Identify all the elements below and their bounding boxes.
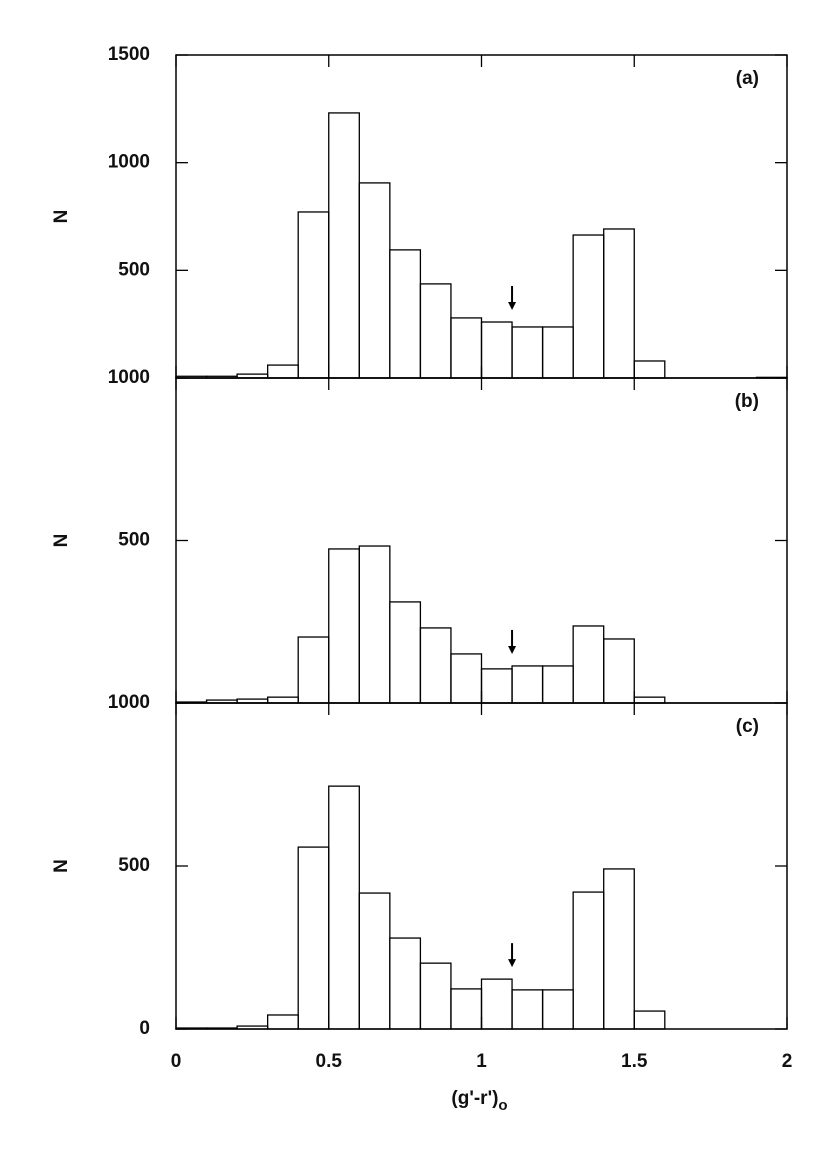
histogram-bar xyxy=(511,989,544,1030)
histogram-bar xyxy=(419,962,452,1030)
y-axis-label: N xyxy=(51,210,72,224)
x-tick-label: 0.5 xyxy=(316,1051,343,1072)
x-tick-label: 1.5 xyxy=(621,1051,648,1072)
histogram-bar xyxy=(572,891,605,1030)
y-tick-label: 500 xyxy=(118,855,150,876)
histogram-bar xyxy=(389,937,422,1030)
panel: 0 500 1000 0 0.5 1 1.5 2 (c) N (g'-r')o xyxy=(51,692,792,1114)
histogram-bar xyxy=(480,668,513,704)
histogram-bar xyxy=(450,317,483,379)
histogram-bar xyxy=(266,364,299,379)
histogram-bar xyxy=(297,636,330,704)
y-tick-label: 0 xyxy=(139,1018,150,1039)
y-tick-label: 500 xyxy=(118,259,150,280)
y-tick-label: 1500 xyxy=(108,44,150,65)
histogram-bar xyxy=(358,892,391,1030)
x-tick-label: 0 xyxy=(171,1051,182,1072)
histogram-bar xyxy=(541,989,574,1030)
panel-label: (c) xyxy=(736,716,759,737)
y-axis-label: N xyxy=(51,859,72,873)
histogram-bar xyxy=(572,625,605,704)
histogram-bar xyxy=(358,545,391,704)
x-axis-label-main: (g'-r') xyxy=(451,1088,498,1109)
panel-label: (a) xyxy=(736,68,759,89)
y-axis-label: N xyxy=(51,534,72,548)
histogram-bar xyxy=(450,653,483,704)
histogram-bar xyxy=(603,228,635,379)
y-tick-label: 1000 xyxy=(108,367,150,388)
histogram-bar xyxy=(297,846,330,1030)
y-tick-label: 500 xyxy=(118,530,150,551)
histogram-bar xyxy=(358,182,391,379)
histogram-bar xyxy=(328,112,360,379)
panel: 500 1000 1500 (a) N xyxy=(51,44,788,379)
histogram-bar xyxy=(328,785,360,1030)
histogram-bar xyxy=(511,326,544,379)
histogram-bar xyxy=(633,1010,666,1030)
arrow-head xyxy=(508,959,517,968)
x-axis-label-subscript: o xyxy=(498,1097,507,1114)
histogram-bar xyxy=(328,548,360,704)
y-tick-label: 1000 xyxy=(108,152,150,173)
histogram-bar xyxy=(603,638,635,704)
histogram-bar xyxy=(541,665,574,704)
histogram-bar xyxy=(633,696,666,704)
x-axis-label: (g'-r')o xyxy=(451,1088,507,1114)
histogram-bar xyxy=(572,234,605,379)
histogram-bar xyxy=(419,627,452,704)
histogram-bar xyxy=(480,321,513,379)
histogram-bar xyxy=(633,360,666,379)
histogram-bar xyxy=(603,868,635,1030)
histogram-bar xyxy=(389,601,422,704)
histogram-bar xyxy=(480,978,513,1030)
histogram-bar xyxy=(511,665,544,704)
x-tick-label: 1 xyxy=(476,1051,487,1072)
histogram-bar xyxy=(419,283,452,379)
histogram-bar xyxy=(266,696,299,704)
y-tick-label: 1000 xyxy=(108,692,150,713)
arrow-head xyxy=(508,645,517,654)
histogram-bar xyxy=(389,249,422,379)
histogram-bar xyxy=(541,326,574,379)
x-tick-label: 2 xyxy=(782,1051,793,1072)
panel: 500 1000 (b) N xyxy=(51,367,788,704)
arrow-head xyxy=(508,302,517,311)
panel-label: (b) xyxy=(735,391,759,412)
histogram-bar xyxy=(266,1014,299,1030)
histogram-bar xyxy=(450,988,483,1030)
histogram-bar xyxy=(297,211,330,379)
